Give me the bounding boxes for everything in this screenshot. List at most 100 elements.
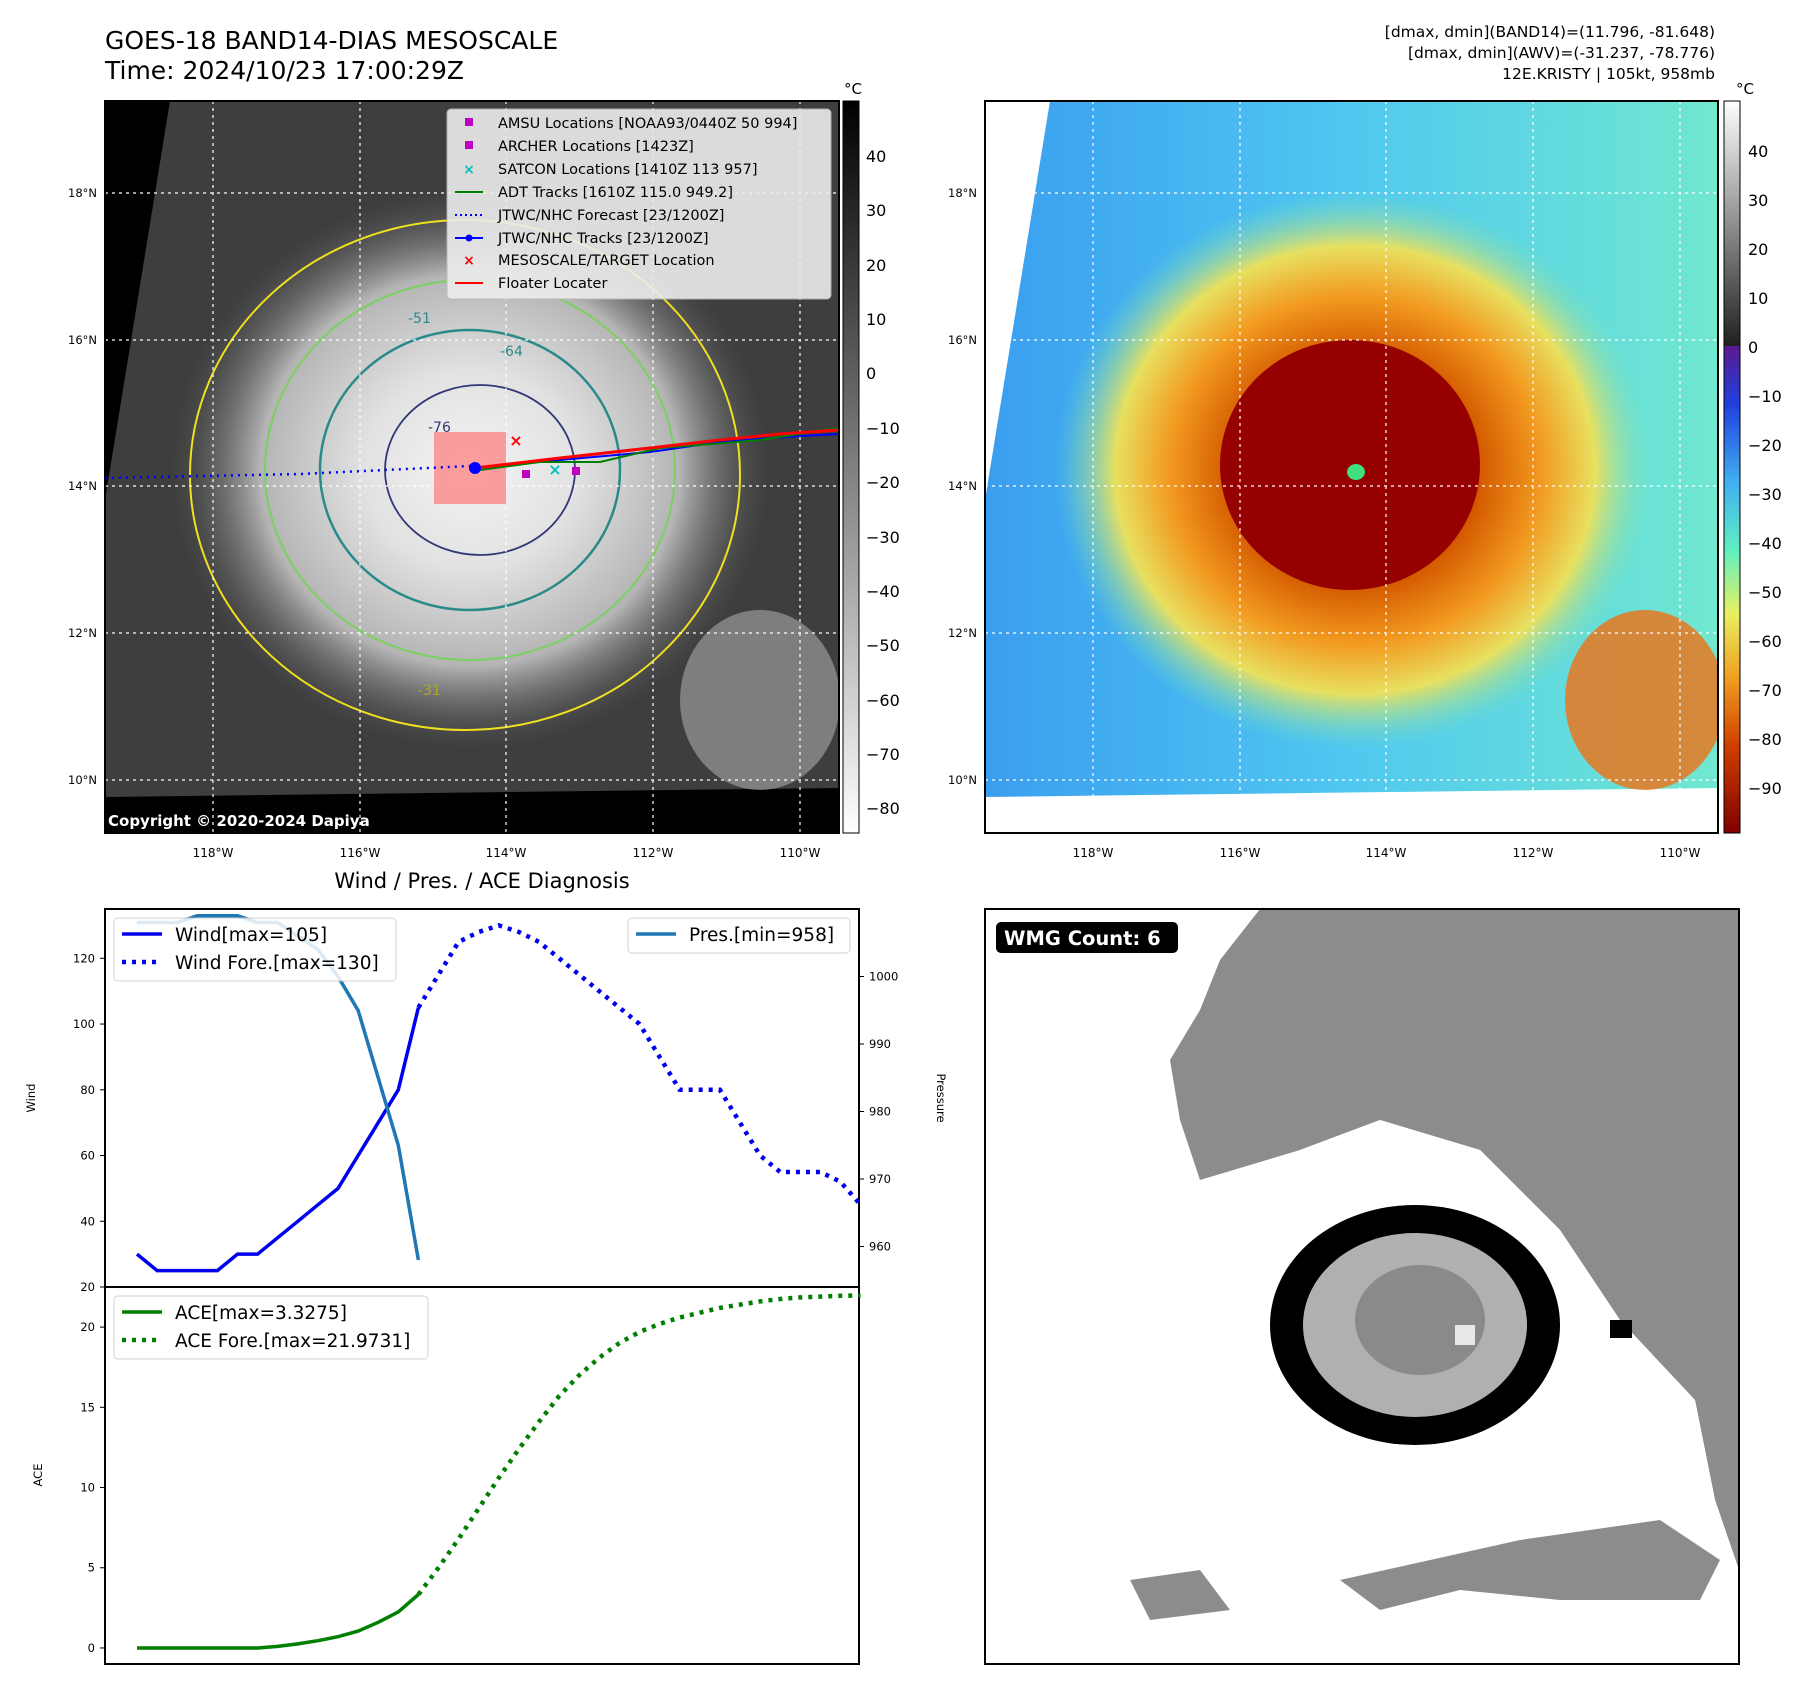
legend-label: ARCHER Locations [1423Z] — [498, 139, 694, 155]
colorbar-tick: 10 — [1748, 289, 1768, 308]
colorbar-tick: −80 — [866, 799, 900, 818]
contour-label: -31 — [418, 683, 441, 699]
legend-label: Wind[max=105] — [175, 925, 327, 946]
wmg-south-band — [1340, 1520, 1720, 1610]
colorbar-tick: −30 — [1748, 485, 1782, 504]
legend-icon-satcon: × — [463, 162, 475, 178]
lon-label: 114°W — [486, 846, 527, 860]
lat-label: 14°N — [68, 479, 97, 493]
colorbar-tick: 30 — [866, 201, 886, 220]
legend-label: ADT Tracks [1610Z 115.0 949.2] — [498, 185, 733, 201]
wind-legend-box — [113, 917, 397, 982]
colorbar-tick: −80 — [1748, 730, 1782, 749]
wmg-southwest-patch — [1130, 1570, 1230, 1620]
title-line-1: GOES-18 BAND14-DIAS MESOSCALE — [105, 26, 559, 55]
color-map-panel: 18°N 16°N 14°N 12°N 10°N 118°W 116°W 114… — [948, 100, 1719, 860]
wmg-frame — [984, 908, 1740, 1665]
colorbar-color-lower — [1724, 346, 1740, 833]
wmg-eye-warm-spot — [1455, 1325, 1475, 1345]
axis-tick-label: 20 — [80, 1320, 95, 1334]
colorbar-tick: −60 — [866, 691, 900, 710]
axis-tick-label: 40 — [80, 1214, 95, 1228]
lat-label: 12°N — [68, 626, 97, 640]
axis-tick-label: 0 — [88, 1641, 95, 1655]
axis-tick-label: 1000 — [869, 970, 898, 984]
color-cloud-cluster-se — [1565, 610, 1718, 790]
axis-tick-label: 10 — [80, 1481, 95, 1495]
ace-ticks: 0 5 10 15 20 — [80, 1320, 105, 1655]
colorbar-tick: −70 — [866, 745, 900, 764]
contour-label: -64 — [500, 344, 523, 360]
lon-label: 114°W — [1366, 846, 1407, 860]
lon-label: 112°W — [633, 846, 674, 860]
wmg-moat — [985, 1120, 1739, 1664]
pressure-axis-label: Pressure — [934, 1073, 948, 1122]
legend-label: Pres.[min=958] — [689, 925, 834, 946]
lat-label: 16°N — [948, 333, 977, 347]
legend-icon-mesoscale: × — [463, 253, 475, 269]
colorbar-tick: −50 — [1748, 583, 1782, 602]
legend-label: JTWC/NHC Tracks [23/1200Z] — [497, 231, 709, 247]
colorbar-color-upper — [1724, 101, 1740, 346]
target-x-marker: × — [509, 431, 522, 450]
legend-label: ACE Fore.[max=21.9731] — [175, 1331, 410, 1352]
stats-line-1: [dmax, dmin](BAND14)=(11.796, -81.648) — [1384, 23, 1715, 41]
color-map-lat-labels: 18°N 16°N 14°N 12°N 10°N — [948, 186, 977, 787]
color-map-frame — [984, 100, 1719, 834]
pressure-legend-box — [627, 917, 851, 954]
wmg-count-label: WMG Count: 6 — [1004, 927, 1161, 950]
satcon-x-marker: × — [548, 460, 561, 479]
contour-label: -76 — [428, 420, 451, 436]
wind-forecast-series-line — [416, 923, 863, 1207]
lat-label: 10°N — [68, 773, 97, 787]
lon-label: 118°W — [1073, 846, 1114, 860]
legend-label: Wind Fore.[max=130] — [175, 953, 379, 974]
wmg-black-pixel — [1610, 1320, 1632, 1338]
colorbar-color-ticks: 40 30 20 10 0 −10 −20 −30 −40 −50 −60 −7… — [1748, 142, 1782, 798]
grayscale-map-panel: × × -51 -64 -76 -31 Copyright © 2020-202… — [68, 100, 840, 860]
axis-tick-label: 15 — [80, 1400, 95, 1414]
colorbar-tick: −70 — [1748, 681, 1782, 700]
lon-label: 118°W — [193, 846, 234, 860]
wmg-panel: WMG Count: 6 — [984, 908, 1740, 1665]
lat-label: 18°N — [68, 186, 97, 200]
color-eye — [1347, 464, 1365, 480]
colorbar-gray-strip — [842, 100, 860, 834]
legend-label: ACE[max=3.3275] — [175, 1303, 347, 1324]
axis-tick-label: 100 — [73, 1017, 95, 1031]
colorbar-tick: −90 — [1748, 779, 1782, 798]
legend-label: SATCON Locations [1410Z 113 957] — [498, 162, 757, 178]
colorbar-tick: −40 — [866, 582, 900, 601]
colorbar-tick: 20 — [866, 256, 886, 275]
pressure-ticks: 960 970 980 990 1000 — [859, 970, 898, 1254]
colorbar-tick: 10 — [866, 310, 886, 329]
legend-label: AMSU Locations [NOAA93/0440Z 50 994] — [498, 116, 797, 132]
lat-label: 16°N — [68, 333, 97, 347]
map-lon-labels: 118°W 116°W 114°W 112°W 110°W — [193, 846, 821, 860]
colorbar-color-frame — [1723, 100, 1741, 834]
title-line-2: Time: 2024/10/23 17:00:29Z — [105, 56, 464, 85]
lat-label: 14°N — [948, 479, 977, 493]
legend-icon-track-dot — [465, 234, 473, 242]
axis-tick-label: 970 — [869, 1172, 891, 1186]
colorbar-tick: −30 — [866, 528, 900, 547]
contour-label: -51 — [408, 311, 431, 327]
axis-tick-label: 960 — [869, 1240, 891, 1254]
axis-tick-label: 80 — [80, 1083, 95, 1097]
colorbar-tick: −40 — [1748, 534, 1782, 553]
colorbar-tick: 0 — [1748, 338, 1758, 357]
wmg-eye-core — [1355, 1265, 1485, 1375]
lon-label: 112°W — [1513, 846, 1554, 860]
wmg-outer-band — [1170, 909, 1739, 1570]
lat-label: 18°N — [948, 186, 977, 200]
diagnosis-title: Wind / Pres. / ACE Diagnosis — [334, 869, 629, 893]
lat-label: 12°N — [948, 626, 977, 640]
axis-tick-label: 120 — [73, 951, 95, 965]
colorbar-tick: 20 — [1748, 240, 1768, 259]
axis-tick-label: 980 — [869, 1105, 891, 1119]
storm-center-marker — [469, 462, 481, 474]
colorbar-tick: 0 — [866, 364, 876, 383]
legend-icon-amsu — [465, 118, 473, 126]
ace-legend-box — [113, 1295, 429, 1360]
legend-box — [446, 108, 832, 300]
